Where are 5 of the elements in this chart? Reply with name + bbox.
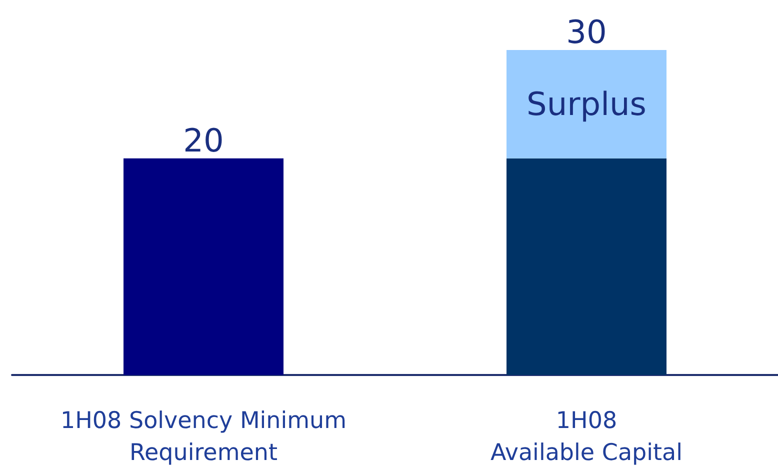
series-label: Surplus — [526, 85, 646, 124]
total-label: 30 — [566, 13, 607, 51]
x-tick-label: 1H08 Available Capital — [490, 408, 683, 466]
data-label: 20 — [183, 121, 224, 160]
x-tick-label: 1H08 Solvency Minimum Requirement — [60, 408, 347, 466]
